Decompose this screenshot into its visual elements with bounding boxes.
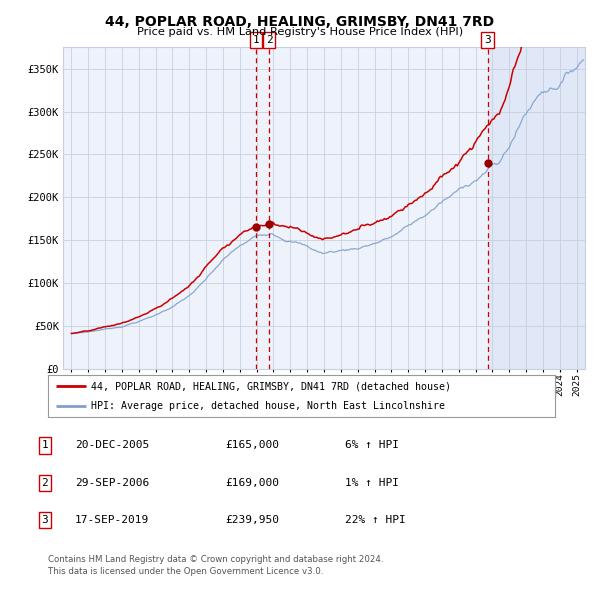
Text: 1% ↑ HPI: 1% ↑ HPI: [345, 478, 399, 487]
Bar: [488, 47, 585, 369]
Text: Price paid vs. HM Land Registry's House Price Index (HPI): Price paid vs. HM Land Registry's House …: [137, 27, 463, 37]
Text: 29-SEP-2006: 29-SEP-2006: [75, 478, 149, 487]
Text: 17-SEP-2019: 17-SEP-2019: [75, 516, 149, 525]
Text: £169,000: £169,000: [225, 478, 279, 487]
Text: 2: 2: [41, 478, 49, 487]
Text: 20-DEC-2005: 20-DEC-2005: [75, 441, 149, 450]
Text: 3: 3: [484, 35, 491, 45]
Text: Contains HM Land Registry data © Crown copyright and database right 2024.: Contains HM Land Registry data © Crown c…: [48, 555, 383, 564]
Text: 44, POPLAR ROAD, HEALING, GRIMSBY, DN41 7RD (detached house): 44, POPLAR ROAD, HEALING, GRIMSBY, DN41 …: [91, 381, 451, 391]
Text: 1: 1: [41, 441, 49, 450]
Text: HPI: Average price, detached house, North East Lincolnshire: HPI: Average price, detached house, Nort…: [91, 401, 445, 411]
Text: 44, POPLAR ROAD, HEALING, GRIMSBY, DN41 7RD: 44, POPLAR ROAD, HEALING, GRIMSBY, DN41 …: [106, 15, 494, 29]
Text: 3: 3: [41, 516, 49, 525]
Text: £165,000: £165,000: [225, 441, 279, 450]
Text: This data is licensed under the Open Government Licence v3.0.: This data is licensed under the Open Gov…: [48, 566, 323, 576]
Text: 6% ↑ HPI: 6% ↑ HPI: [345, 441, 399, 450]
Text: 2: 2: [266, 35, 272, 45]
Text: 1: 1: [253, 35, 260, 45]
Text: £239,950: £239,950: [225, 516, 279, 525]
Text: 22% ↑ HPI: 22% ↑ HPI: [345, 516, 406, 525]
